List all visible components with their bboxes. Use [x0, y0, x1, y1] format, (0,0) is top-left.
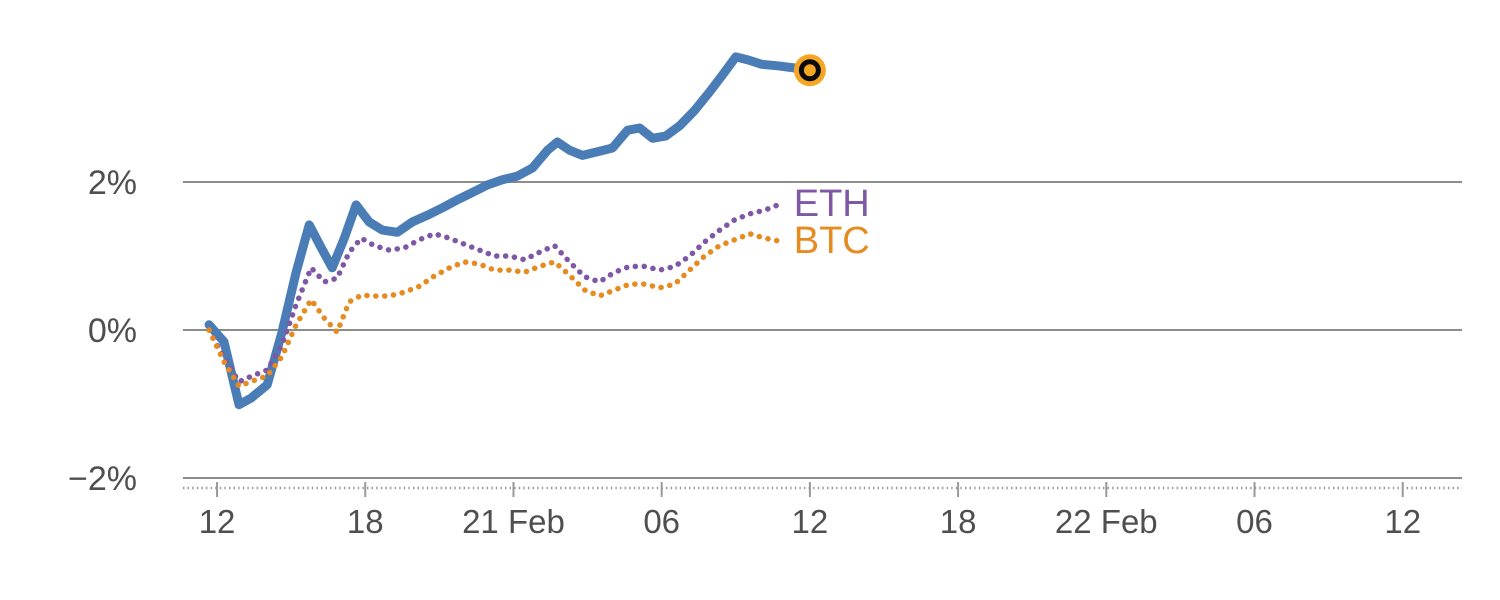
x-tick-label: 18: [347, 503, 384, 540]
eth-line: [206, 201, 783, 385]
x-tick-label: 22 Feb: [1055, 503, 1158, 540]
main-line: [204, 52, 815, 410]
x-tick-label: 12: [1384, 503, 1421, 540]
x-tick-label: 21 Feb: [462, 503, 565, 540]
y-tick-label: 0%: [88, 312, 137, 350]
x-tick-label: 06: [1236, 503, 1273, 540]
x-tick-label: 18: [940, 503, 977, 540]
x-tick-label: 12: [199, 503, 236, 540]
y-tick-label: −2%: [68, 460, 137, 498]
endpoint-marker-ring: [798, 59, 821, 82]
x-tick-label: 06: [643, 503, 680, 540]
y-tick-label: 2%: [88, 164, 137, 202]
endpoint-marker-outer: [793, 54, 826, 87]
btc-line: [206, 231, 783, 389]
eth-label: ETH: [794, 183, 870, 225]
btc-label: BTC: [794, 220, 870, 262]
x-tick-label: 12: [792, 503, 829, 540]
